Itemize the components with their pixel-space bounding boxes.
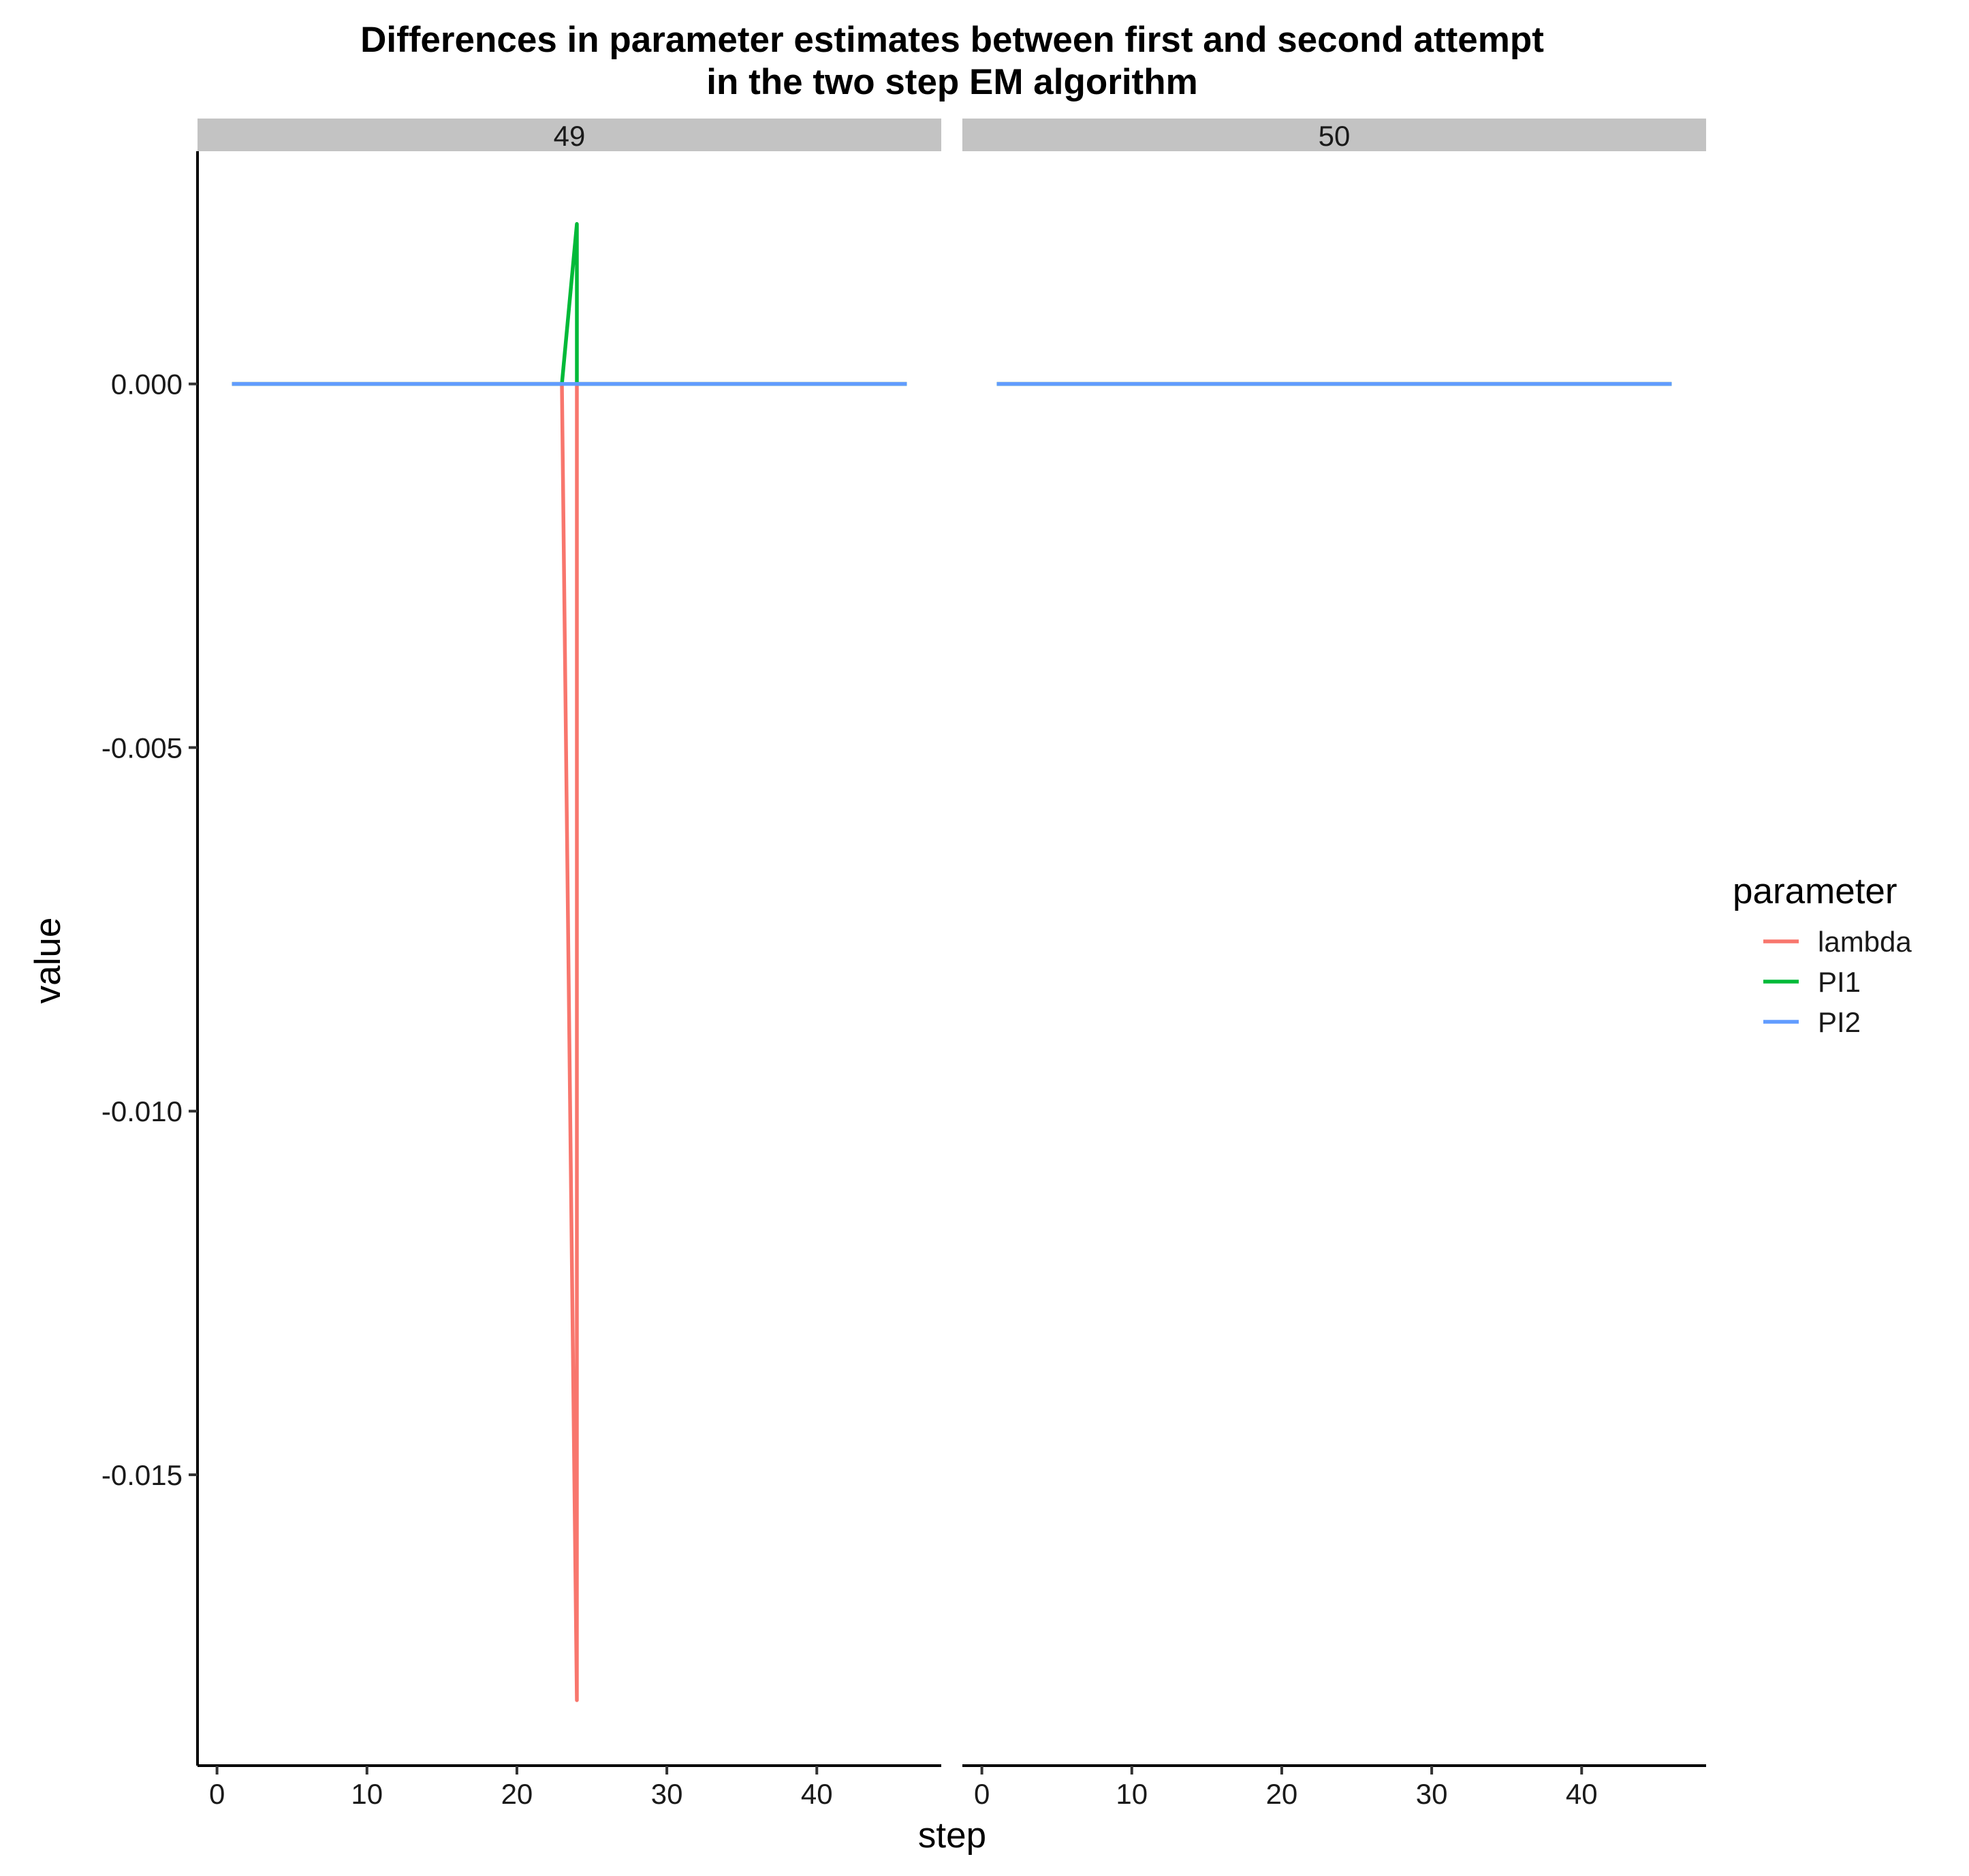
x-tick-label: 20 <box>501 1778 533 1810</box>
legend-item-pi1: PI1 <box>1763 966 1861 998</box>
x-tick-label: 0 <box>974 1778 990 1810</box>
y-tick-label: -0.005 <box>101 732 183 764</box>
x-tick-label: 30 <box>1416 1778 1448 1810</box>
x-tick-label: 40 <box>1566 1778 1598 1810</box>
series-line-lambda <box>232 381 907 1702</box>
x-axis-title: step <box>918 1815 986 1856</box>
y-tick-label: 0.000 <box>111 369 183 401</box>
legend-label: PI1 <box>1818 966 1861 998</box>
chart-subtitle: in the two step EM algorithm <box>706 62 1197 102</box>
y-axis-title: value <box>28 918 68 1004</box>
x-tick-label: 10 <box>351 1778 383 1810</box>
legend-label: PI2 <box>1818 1006 1861 1038</box>
x-tick-label: 40 <box>801 1778 833 1810</box>
facet-panels: 49 0 10 20 30 40 0.000 -0.005 -0.010 -0.015 50 0 10 2… <box>101 119 1706 1810</box>
facet-strip <box>198 119 941 151</box>
facet-panel-50: 50 0 10 20 30 40 <box>962 119 1706 1810</box>
legend: lambda PI1 PI2 <box>1763 926 1912 1038</box>
legend-item-pi2: PI2 <box>1763 1006 1861 1038</box>
facet-panel-49: 49 0 10 20 30 40 0.000 -0.005 -0.010 -0.015 <box>101 119 941 1810</box>
facet-strip <box>962 119 1706 151</box>
x-tick-label: 20 <box>1266 1778 1298 1810</box>
x-tick-label: 10 <box>1116 1778 1148 1810</box>
y-tick-label: -0.010 <box>101 1095 183 1127</box>
x-tick-label: 0 <box>209 1778 225 1810</box>
chart-title: Differences in parameter estimates betwe… <box>360 20 1544 60</box>
legend-item-lambda: lambda <box>1763 926 1912 958</box>
y-tick-label: -0.015 <box>101 1459 183 1491</box>
x-tick-label: 30 <box>651 1778 683 1810</box>
legend-title: parameter <box>1733 871 1897 911</box>
legend-label: lambda <box>1818 926 1912 958</box>
facet-strip-label: 50 <box>1319 120 1351 152</box>
facet-strip-label: 49 <box>554 120 586 152</box>
series-line-pi1 <box>232 222 907 386</box>
